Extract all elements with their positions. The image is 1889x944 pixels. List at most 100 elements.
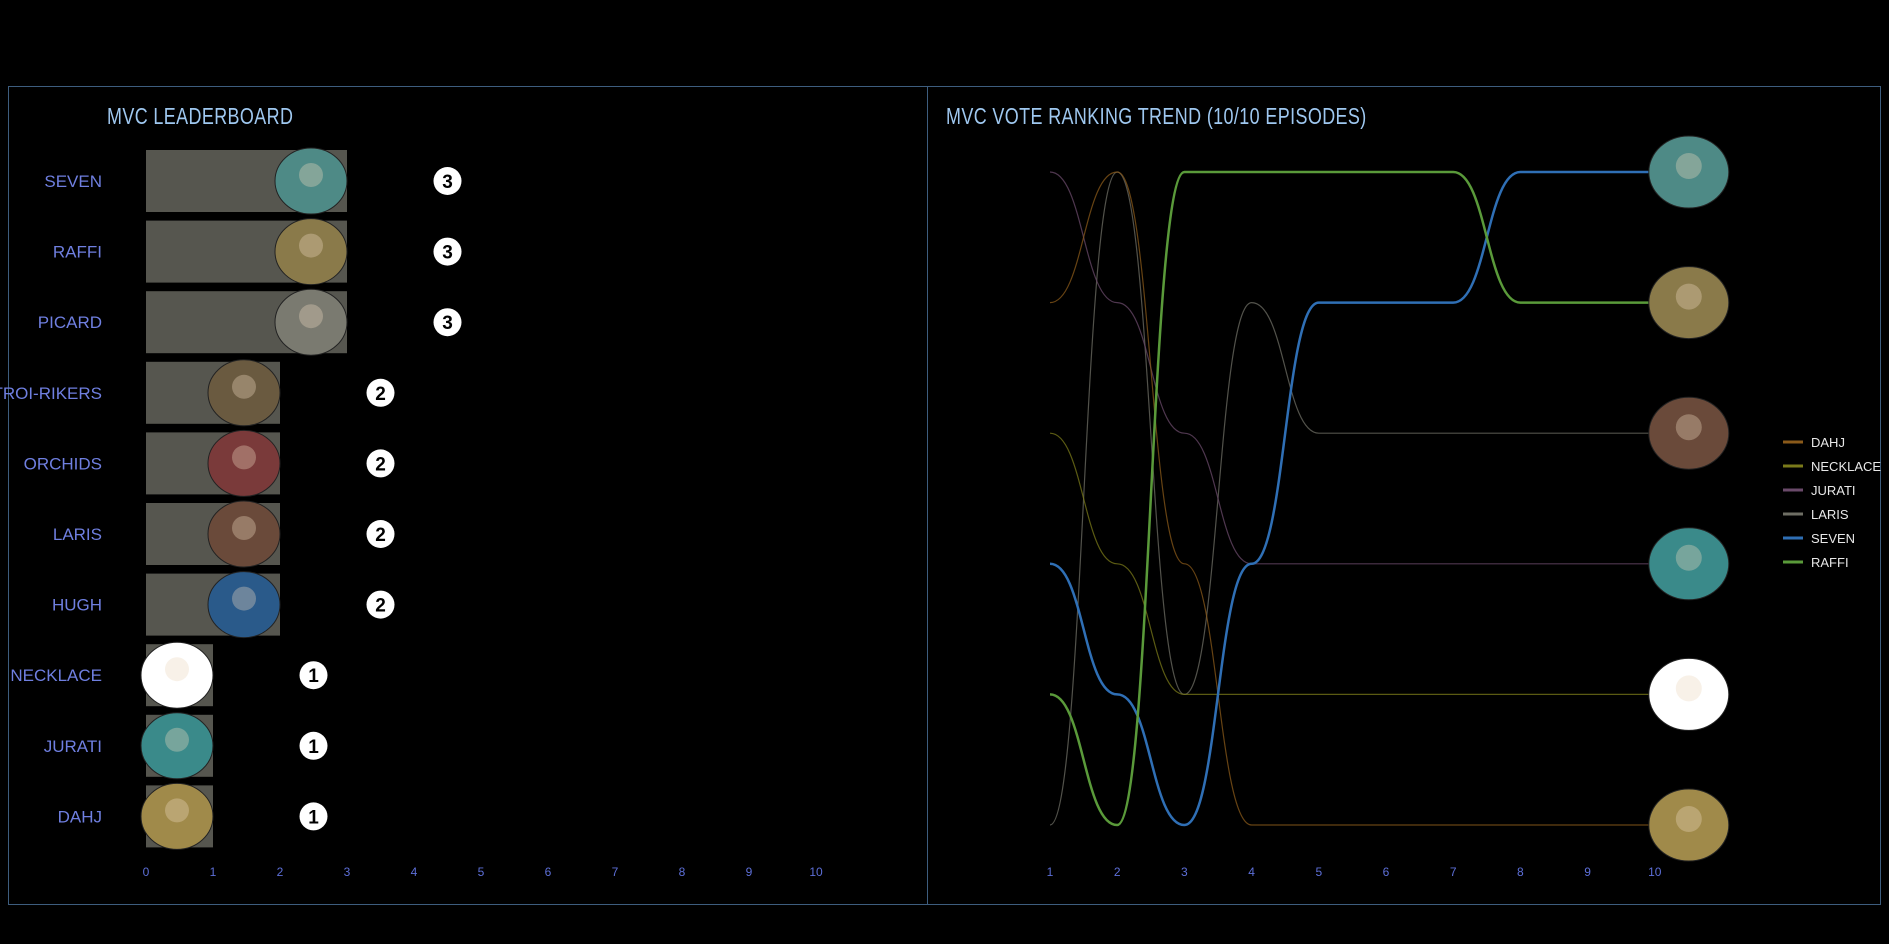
trend-title: MVC VOTE RANKING TREND (10/10 EPISODES) <box>946 103 1367 129</box>
value-badge-necklace <box>299 661 328 690</box>
series-line-seven <box>1049 170 1655 827</box>
avatar-face-necklace <box>165 657 189 682</box>
legend-label-seven: SEVEN <box>1811 531 1855 546</box>
end-avatar-rank-2 <box>1648 266 1730 340</box>
avatar-picard <box>274 288 348 356</box>
end-avatar-face-rank-2 <box>1675 283 1702 310</box>
avatar-face-picard <box>299 304 323 329</box>
episode-tick-1: 1 <box>1047 865 1054 879</box>
episode-tick-4: 4 <box>1248 865 1255 879</box>
category-label-seven: SEVEN <box>44 172 102 191</box>
value-label-jurati: 1 <box>308 737 319 758</box>
end-avatar-rank-4 <box>1648 527 1730 601</box>
series-line-raffi <box>1049 170 1655 827</box>
value-badge-orchids <box>366 449 395 478</box>
bar-group-picard: PICARD 3 <box>38 288 462 356</box>
end-avatar-face-rank-4 <box>1675 544 1702 571</box>
bar-group-laris: LARIS 2 <box>53 500 395 568</box>
value-label-troi-rikers: 2 <box>375 384 386 405</box>
category-label-troi-rikers: TROI-RIKERS <box>0 384 102 403</box>
x-tick-10: 10 <box>809 865 823 879</box>
series-line-dahj <box>1049 171 1655 826</box>
x-tick-4: 4 <box>411 865 418 879</box>
episode-tick-3: 3 <box>1181 865 1188 879</box>
value-label-orchids: 2 <box>375 454 386 475</box>
value-label-dahj: 1 <box>308 807 319 828</box>
leaderboard-panel: MVC LEADERBOARD SEVEN 3 RAFFI 3 PICARD 3 TROI-… <box>0 86 928 905</box>
bar-group-troi-rikers: TROI-RIKERS 2 <box>0 359 395 427</box>
series-line-laris <box>1049 171 1655 826</box>
avatar-orchids <box>207 429 281 497</box>
value-badge-jurati <box>299 731 328 760</box>
value-label-laris: 2 <box>375 525 386 546</box>
bar-group-hugh: HUGH 2 <box>52 571 395 639</box>
value-badge-laris <box>366 520 395 548</box>
category-label-laris: LARIS <box>53 525 102 544</box>
legend-label-raffi: RAFFI <box>1811 555 1849 570</box>
episode-tick-6: 6 <box>1383 865 1390 879</box>
series-line-necklace <box>1049 432 1655 696</box>
bar-group-dahj: DAHJ 1 <box>58 782 328 850</box>
episode-tick-5: 5 <box>1315 865 1322 879</box>
end-avatar-rank-1 <box>1648 135 1730 209</box>
leaderboard-title: MVC LEADERBOARD <box>107 103 294 129</box>
end-avatar-face-rank-5 <box>1675 675 1702 702</box>
episode-tick-2: 2 <box>1114 865 1121 879</box>
value-label-hugh: 2 <box>375 596 386 617</box>
legend-label-dahj: DAHJ <box>1811 435 1845 450</box>
value-badge-troi-rikers <box>366 378 395 407</box>
avatar-seven <box>274 147 348 215</box>
category-label-necklace: NECKLACE <box>10 666 102 685</box>
category-label-dahj: DAHJ <box>58 807 102 826</box>
legend-label-laris: LARIS <box>1811 507 1849 522</box>
avatar-face-dahj <box>165 798 189 823</box>
value-badge-dahj <box>299 802 328 831</box>
avatar-face-raffi <box>299 233 323 258</box>
end-avatar-rank-6 <box>1648 788 1730 862</box>
category-label-hugh: HUGH <box>52 596 102 615</box>
bar-group-raffi: RAFFI 3 <box>53 218 462 286</box>
bar-group-seven: SEVEN 3 <box>44 147 462 215</box>
avatar-necklace <box>140 641 214 709</box>
avatar-dahj <box>140 782 214 850</box>
value-badge-hugh <box>366 590 395 619</box>
value-badge-seven <box>433 167 462 195</box>
episode-tick-10: 10 <box>1648 865 1662 879</box>
category-label-picard: PICARD <box>38 313 102 332</box>
x-tick-9: 9 <box>746 865 753 879</box>
avatar-laris <box>207 500 281 568</box>
avatar-face-jurati <box>165 727 189 752</box>
series-line-jurati <box>1049 171 1655 565</box>
end-avatar-rank-5 <box>1648 657 1730 731</box>
value-label-seven: 3 <box>442 172 453 193</box>
bar-group-orchids: ORCHIDS 2 <box>24 429 395 497</box>
episode-tick-8: 8 <box>1517 865 1524 879</box>
x-tick-6: 6 <box>545 865 552 879</box>
value-label-picard: 3 <box>442 313 453 334</box>
episode-tick-9: 9 <box>1584 865 1591 879</box>
x-tick-8: 8 <box>679 865 686 879</box>
x-tick-0: 0 <box>143 865 150 879</box>
x-tick-3: 3 <box>344 865 351 879</box>
avatar-face-laris <box>232 516 256 540</box>
avatar-jurati <box>140 712 214 780</box>
avatar-face-troi-rikers <box>232 374 256 399</box>
category-label-orchids: ORCHIDS <box>24 454 102 473</box>
value-label-necklace: 1 <box>308 666 319 687</box>
trend-chart: 1 2 3 4 5 6 7 8 9 10 DAHJ NECKLACE JURATI LARIS SEVEN R… <box>1047 135 1881 879</box>
category-label-jurati: JURATI <box>44 737 102 756</box>
avatar-hugh <box>207 571 281 639</box>
end-avatar-face-rank-3 <box>1675 414 1702 441</box>
x-tick-5: 5 <box>478 865 485 879</box>
bar-group-jurati: JURATI 1 <box>44 712 328 780</box>
legend-label-necklace: NECKLACE <box>1811 459 1881 474</box>
avatar-troi-rikers <box>207 359 281 427</box>
legend-label-jurati: JURATI <box>1811 483 1856 498</box>
x-tick-7: 7 <box>612 865 619 879</box>
avatar-raffi <box>274 218 348 286</box>
bar-group-necklace: NECKLACE 1 <box>10 641 328 709</box>
value-label-raffi: 3 <box>442 243 453 264</box>
avatar-face-orchids <box>232 445 256 470</box>
episode-tick-7: 7 <box>1450 865 1457 879</box>
